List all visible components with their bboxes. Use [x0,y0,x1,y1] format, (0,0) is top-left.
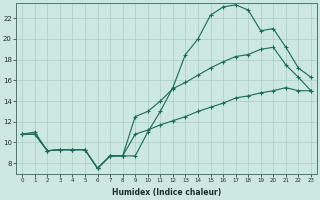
X-axis label: Humidex (Indice chaleur): Humidex (Indice chaleur) [112,188,221,197]
